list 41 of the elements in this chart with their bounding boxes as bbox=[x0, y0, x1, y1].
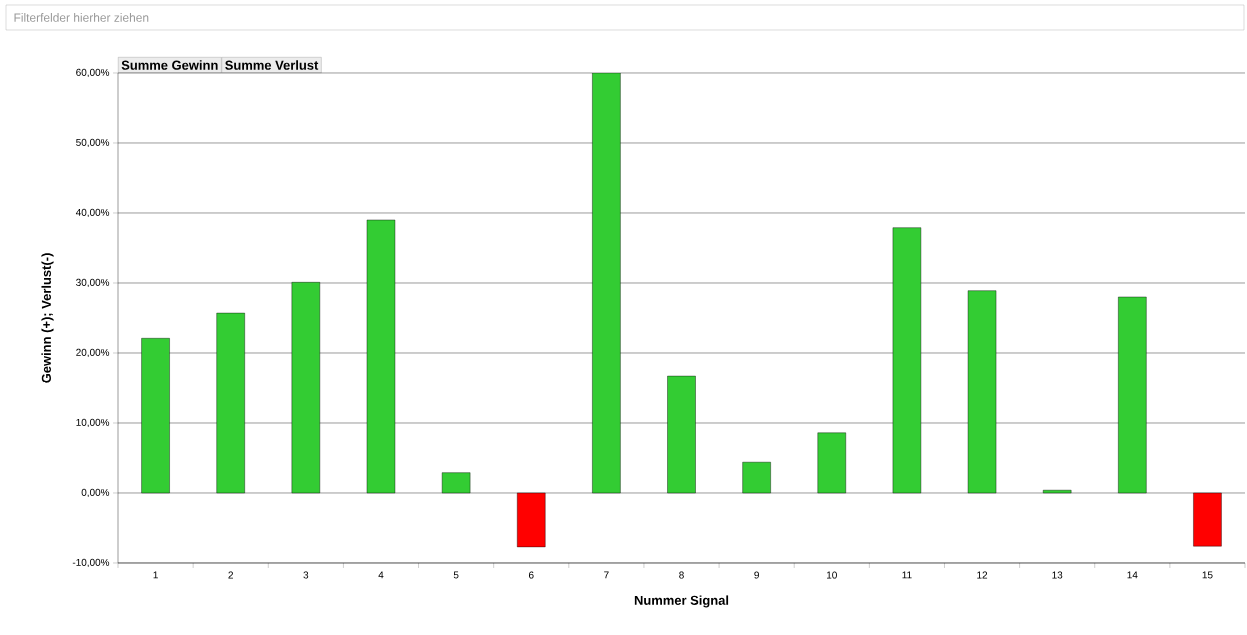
bar bbox=[1118, 296, 1147, 494]
x-tick-label: 4 bbox=[378, 571, 384, 579]
x-tick-label: 6 bbox=[528, 571, 534, 579]
x-tick-label: 12 bbox=[977, 571, 988, 579]
x-tick-label: 11 bbox=[902, 571, 912, 579]
y-tick-label: 20,00% bbox=[76, 348, 110, 358]
bar bbox=[291, 282, 321, 494]
y-tick-label: 60,00% bbox=[76, 68, 110, 78]
bar bbox=[141, 338, 170, 494]
bar bbox=[967, 290, 997, 494]
bar bbox=[366, 219, 396, 494]
x-tick-label: 13 bbox=[1052, 571, 1063, 579]
text: Filterfelder hierher ziehen bbox=[14, 13, 149, 22]
x-tick-label: 5 bbox=[453, 571, 459, 579]
x-tick-label: 9 bbox=[754, 571, 759, 579]
y-tick-label: 10,00% bbox=[76, 418, 110, 428]
x-tick-label: 8 bbox=[679, 571, 684, 579]
x-tick-label: 2 bbox=[228, 571, 233, 579]
bar bbox=[1193, 492, 1222, 547]
y-tick-label: -10,00% bbox=[72, 558, 110, 568]
bar bbox=[742, 461, 771, 494]
y-tick-label: 30,00% bbox=[76, 278, 110, 288]
x-tick-label: 7 bbox=[604, 571, 609, 579]
x-tick-label: 3 bbox=[303, 571, 309, 579]
x-axis-title: Nummer Signal bbox=[634, 595, 729, 608]
x-tick-label: 1 bbox=[153, 571, 158, 579]
bar bbox=[892, 227, 922, 494]
bar bbox=[817, 432, 846, 494]
bar bbox=[667, 375, 696, 494]
bar bbox=[216, 312, 245, 494]
y-axis-title: Gewinn (+); Verlust(-) bbox=[41, 253, 54, 383]
x-tick-label: 14 bbox=[1127, 571, 1138, 579]
bar bbox=[592, 72, 621, 494]
y-tick-label: 0,00% bbox=[81, 488, 110, 498]
text: Summe Verlust bbox=[225, 60, 319, 70]
x-tick-label: 10 bbox=[827, 571, 837, 579]
bar bbox=[517, 492, 546, 548]
y-tick-label: 50,00% bbox=[76, 138, 110, 148]
x-tick-label: 15 bbox=[1202, 571, 1213, 579]
text: Summe Gewinn bbox=[121, 60, 218, 70]
y-tick-label: 40,00% bbox=[75, 208, 110, 218]
